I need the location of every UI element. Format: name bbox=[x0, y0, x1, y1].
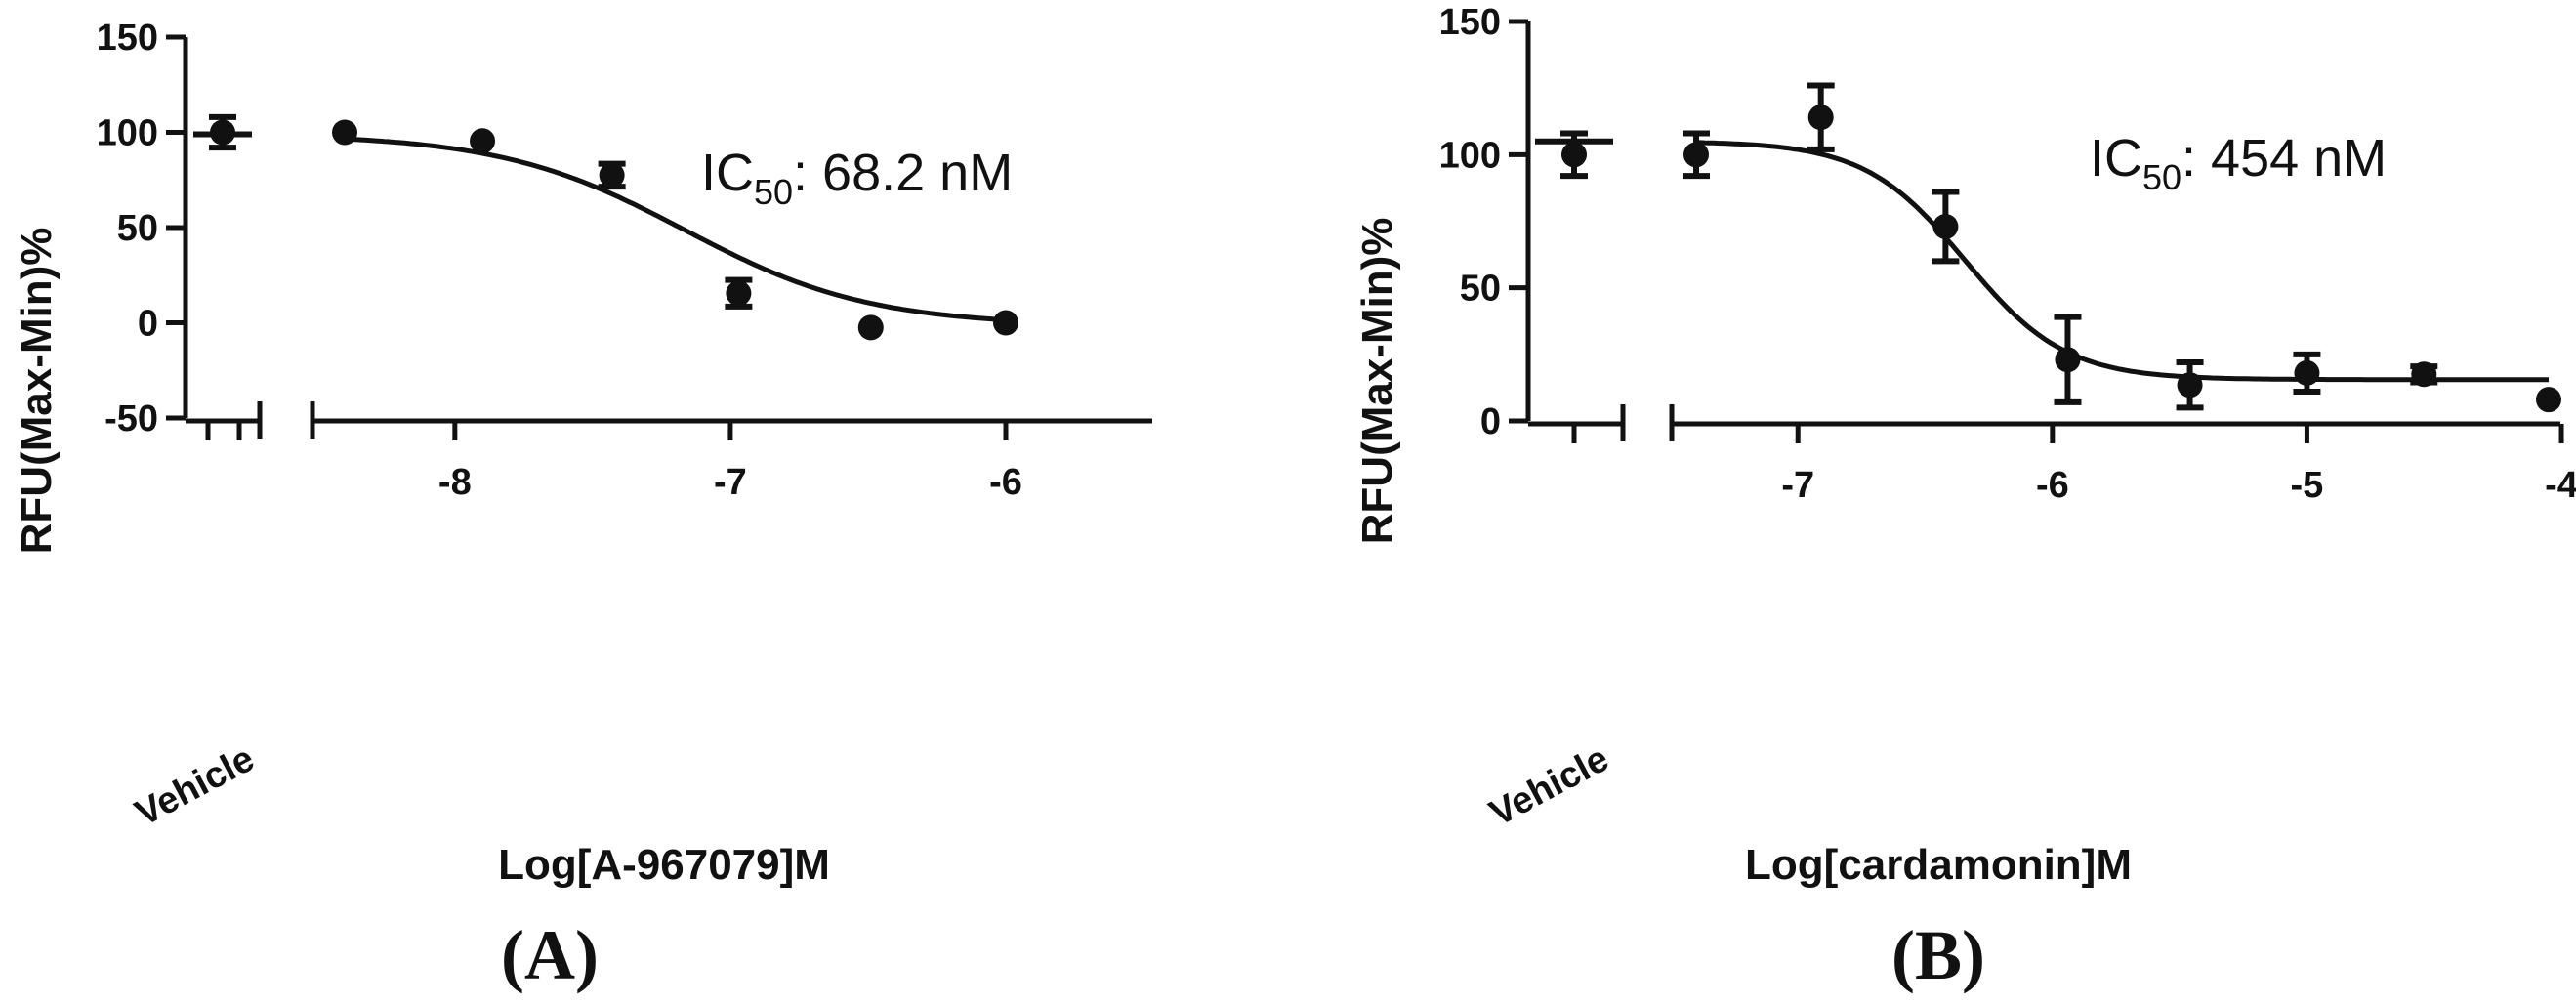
panel-b-vehicle-point bbox=[1561, 142, 1587, 168]
panel-b-y-tick-label: 100 bbox=[1439, 135, 1501, 176]
panel-b: RFU(Max-Min)% Log[cardamonin]M Vehicle I… bbox=[1353, 2, 2576, 994]
panel-b-x-tick-label: -4 bbox=[2545, 465, 2576, 506]
panel-b-y-tick-label: 150 bbox=[1439, 2, 1501, 43]
panel-a-y-tick-label: 50 bbox=[117, 208, 158, 249]
panel-b-data-point bbox=[1932, 213, 1959, 239]
panel-b-data-point bbox=[2294, 359, 2320, 386]
panel-a-y-tick-label: 0 bbox=[138, 304, 158, 345]
panel-b-data-point bbox=[2177, 372, 2203, 398]
panel-a: RFU(Max-Min)% Log[A-967079]M Vehicle IC5… bbox=[13, 18, 1152, 994]
panel-a-fit-curve bbox=[344, 136, 1007, 323]
panel-b-xlabel: Log[cardamonin]M bbox=[1745, 841, 2132, 889]
panel-a-x-tick-label: -8 bbox=[438, 462, 472, 503]
panel-b-data-point bbox=[1683, 142, 1709, 168]
panel-b-x-tick-label: -5 bbox=[2291, 465, 2324, 506]
panel-a-xlabel: Log[A-967079]M bbox=[498, 841, 830, 889]
panel-a-y-tick-label: 100 bbox=[97, 113, 158, 154]
panel-a-y-tick-label: -50 bbox=[104, 398, 158, 440]
panel-b-y-tick-label: 0 bbox=[1480, 401, 1501, 442]
panel-a-data-point bbox=[470, 128, 496, 154]
panel-b-ylabel: RFU(Max-Min)% bbox=[1353, 218, 1401, 545]
panel-a-data-point bbox=[857, 314, 884, 341]
panel-a-x-tick-label: -7 bbox=[714, 462, 747, 503]
panel-a-data-point bbox=[993, 310, 1018, 336]
panel-a-data-point bbox=[599, 162, 625, 189]
panel-a-x-tick-label: -6 bbox=[989, 462, 1022, 503]
panel-b-data-point bbox=[1807, 105, 1834, 131]
panel-b-vehicle-label: Vehicle bbox=[1483, 738, 1615, 835]
panel-a-ylabel: RFU(Max-Min)% bbox=[13, 228, 61, 555]
panel-b-x-tick-label: -6 bbox=[2036, 465, 2069, 506]
panel-b-data-point bbox=[2055, 347, 2081, 373]
panel-a-vehicle-point bbox=[210, 119, 235, 146]
panel-b-y-tick-label: 50 bbox=[1460, 269, 1501, 310]
panel-a-ic50-annotation: IC50: 68.2 nM bbox=[701, 144, 1013, 212]
panel-a-y-tick-label: 150 bbox=[97, 18, 158, 59]
panel-b-data-point bbox=[2411, 361, 2437, 388]
panel-a-data-point bbox=[726, 280, 752, 307]
panel-b-data-point bbox=[2536, 387, 2561, 413]
panel-a-label: (A) bbox=[501, 916, 599, 994]
panel-b-label: (B) bbox=[1891, 916, 1985, 994]
panel-a-data-point bbox=[332, 119, 357, 146]
panel-b-x-tick-label: -7 bbox=[1781, 465, 1814, 506]
panel-a-vehicle-label: Vehicle bbox=[129, 738, 261, 835]
panel-b-ic50-annotation: IC50: 454 nM bbox=[2090, 129, 2387, 197]
panel-b-fit-curve bbox=[1695, 140, 2549, 383]
